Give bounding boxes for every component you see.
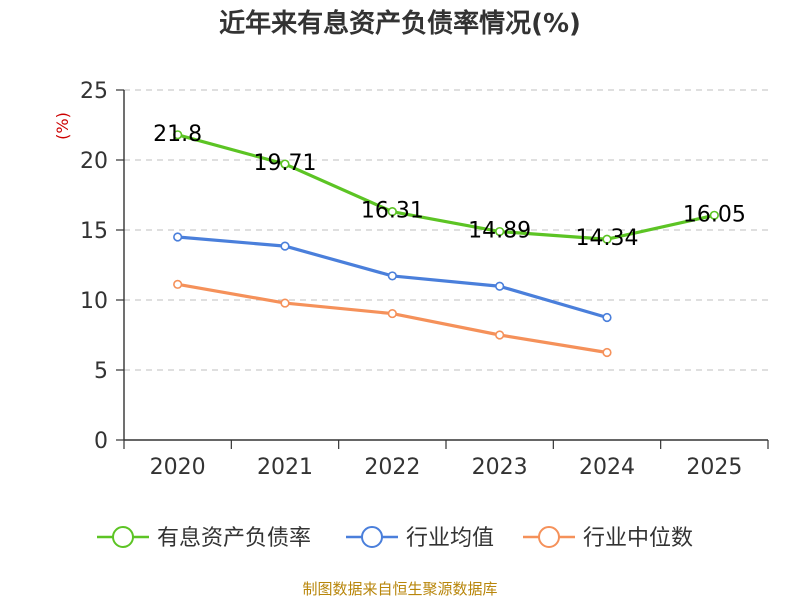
data-label: 16.31 <box>361 199 424 224</box>
data-point <box>495 226 505 237</box>
series-lines <box>173 130 719 358</box>
x-tick-label: 2020 <box>150 455 206 480</box>
data-point <box>173 130 183 140</box>
data-label: 14.89 <box>468 219 531 244</box>
series-line <box>176 282 609 355</box>
data-point <box>173 279 183 289</box>
x-tick-label: 2023 <box>472 455 528 480</box>
data-point <box>280 241 290 251</box>
y-tick-label: 20 <box>80 149 108 174</box>
x-tick-label: 2021 <box>257 455 313 480</box>
legend-swatch-marker <box>538 526 560 548</box>
grid-lines <box>124 89 768 371</box>
y-axis-unit-label: (%) <box>53 112 72 140</box>
legend-label: 行业中位数 <box>583 526 693 551</box>
data-point <box>280 159 290 169</box>
legend-label: 行业均值 <box>406 526 494 551</box>
x-tick-label: 2025 <box>686 455 742 480</box>
data-point <box>602 312 612 323</box>
data-point <box>495 281 505 291</box>
y-tick-label: 0 <box>94 429 108 454</box>
data-point <box>495 330 505 340</box>
data-point <box>280 298 290 308</box>
data-point <box>387 308 397 319</box>
legend: 有息资产负债率 行业均值 行业中位数 <box>97 526 693 551</box>
y-tick-label: 15 <box>80 219 108 244</box>
legend-swatch-marker <box>361 526 383 548</box>
data-point <box>173 232 183 242</box>
data-point <box>602 347 612 358</box>
data-label: 14.34 <box>576 226 639 251</box>
data-point <box>387 271 397 281</box>
data-label: 21.8 <box>153 122 202 147</box>
source-note: 制图数据来自恒生聚源数据库 <box>302 580 497 598</box>
data-point <box>602 234 612 244</box>
x-tick-label: 2024 <box>579 455 635 480</box>
y-tick-label: 25 <box>80 79 108 104</box>
data-labels: 21.8 19.71 16.31 14.89 14.34 16.05 <box>153 122 746 251</box>
legend-label: 有息资产负债率 <box>157 526 311 551</box>
series-line <box>176 133 716 241</box>
data-point <box>387 207 397 217</box>
y-tick-label: 5 <box>94 359 108 384</box>
chart-title: 近年来有息资产负债率情况(%) <box>219 8 581 39</box>
legend-swatch-marker <box>112 526 134 548</box>
y-tick-label: 10 <box>80 289 108 314</box>
x-tick-label: 2022 <box>364 455 420 480</box>
data-point <box>709 210 719 220</box>
data-label: 19.71 <box>254 151 317 176</box>
data-label: 16.05 <box>683 202 746 227</box>
